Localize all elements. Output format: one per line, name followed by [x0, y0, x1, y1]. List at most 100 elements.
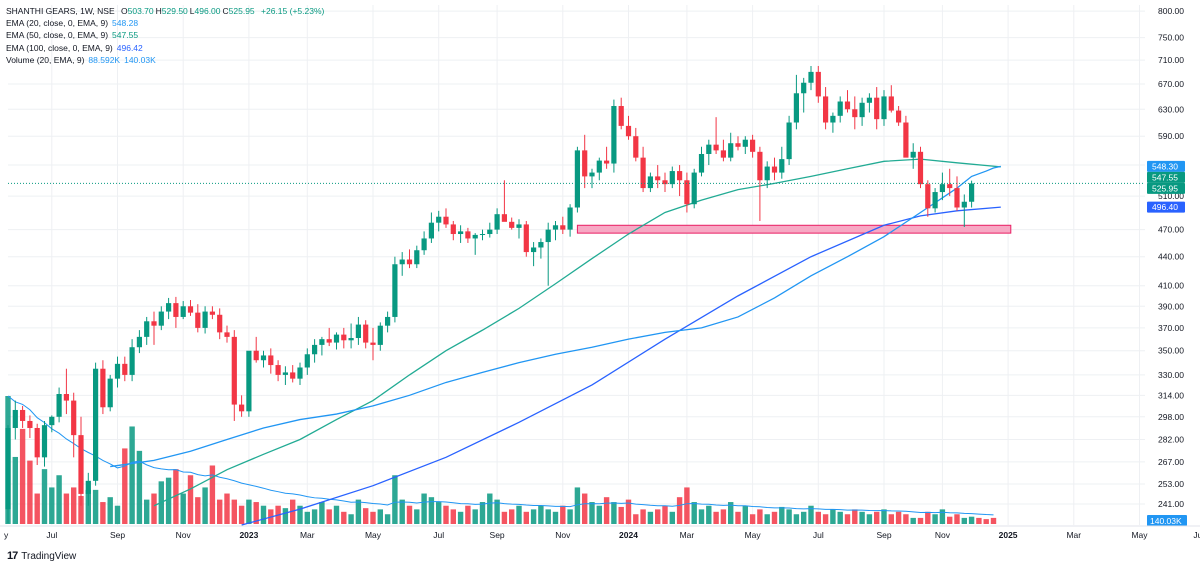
candle-body: [655, 176, 661, 181]
time-tick-label: Sep: [110, 530, 125, 540]
candle-body: [713, 144, 719, 151]
candle: [647, 172, 653, 193]
legend-symbol-row[interactable]: SHANTHI GEARS, 1W, NSE O503.70 H529.50 L49…: [6, 5, 324, 17]
candle-body: [479, 234, 486, 236]
volume-bar: [436, 502, 442, 524]
candle-body: [428, 222, 434, 239]
candle: [640, 146, 646, 193]
price-label-price[interactable]: [1147, 182, 1185, 194]
price-axis[interactable]: 800.00750.00710.00670.00630.00590.00550.…: [1145, 0, 1200, 540]
volume-bar: [844, 514, 851, 524]
candle-body: [625, 125, 632, 137]
indicator-row[interactable]: EMA (100, close, 0, EMA, 9) 496.42: [6, 42, 324, 54]
volume-bar: [903, 514, 909, 524]
price-tick-label: 710.00: [1158, 55, 1184, 65]
volume-bar: [925, 511, 931, 524]
candle: [421, 231, 427, 255]
candle-body: [27, 420, 33, 428]
candle-body: [852, 109, 858, 118]
candle: [202, 306, 208, 334]
candle: [180, 301, 186, 320]
price-tick-label: 370.00: [1158, 323, 1184, 333]
candle: [406, 249, 413, 269]
time-tick-label: Mar: [680, 530, 695, 540]
candle: [333, 332, 340, 350]
candle-body: [698, 153, 705, 173]
candle-body: [742, 139, 748, 147]
candle: [691, 168, 697, 209]
candle: [742, 136, 748, 154]
time-axis[interactable]: y Jul Sep Nov 2023 Mar May Jul Sep Nov 2024 Mar May J…: [0, 525, 1200, 540]
volume-bar: [779, 506, 785, 524]
price-label-text: 548.30: [1152, 161, 1178, 171]
candle: [27, 415, 33, 439]
candle: [436, 210, 442, 232]
candle: [370, 327, 376, 361]
candle-body: [779, 159, 785, 173]
candle-body: [114, 363, 121, 379]
volume-bar: [151, 493, 157, 524]
candle: [874, 87, 880, 130]
indicator-row[interactable]: EMA (50, close, 0, EMA, 9) 547.55: [6, 29, 324, 41]
candle: [618, 97, 624, 130]
support-zone-box[interactable]: [576, 224, 1012, 234]
tradingview-logo[interactable]: 17 TradingView: [7, 550, 76, 562]
candle: [450, 220, 456, 241]
candle-body: [801, 82, 807, 94]
candle: [100, 360, 106, 415]
candle: [961, 194, 967, 228]
candle-body: [392, 264, 398, 317]
candle-body: [589, 172, 595, 177]
volume-bar: [611, 502, 617, 524]
volume-ema-label[interactable]: [1147, 515, 1187, 526]
ohlc-o: O503.70: [121, 6, 154, 16]
volume-bar: [443, 505, 449, 524]
volume-bar: [538, 505, 544, 524]
volume-bar: [78, 495, 84, 524]
candle-body: [720, 150, 726, 158]
indicator-row[interactable]: Volume (20, EMA, 9) 88.592K 140.03K: [6, 54, 324, 66]
candle-body: [49, 416, 55, 426]
candle: [487, 222, 493, 238]
price-label-ema100[interactable]: [1147, 201, 1185, 213]
candle: [516, 219, 522, 239]
volume-bar: [676, 497, 683, 524]
candle-body: [735, 143, 741, 147]
candle: [611, 99, 617, 173]
volume-bar: [895, 511, 902, 524]
candle: [509, 217, 515, 230]
volume-bar: [326, 509, 332, 524]
volume-bar: [830, 509, 836, 524]
candle: [49, 415, 55, 433]
candle: [348, 323, 354, 349]
candle-body: [815, 71, 821, 97]
candle: [684, 172, 690, 213]
candle-body: [173, 303, 179, 317]
price-tick-label: 510.00: [1158, 191, 1184, 201]
candle: [698, 146, 705, 177]
price-tick-label: 750.00: [1158, 33, 1184, 43]
candle: [801, 77, 807, 113]
volume-bar: [735, 511, 741, 524]
indicator-value: 548.28: [112, 18, 139, 29]
tradingview-brand: TradingView: [21, 550, 77, 562]
candle: [20, 405, 26, 428]
candle: [158, 306, 164, 331]
indicator-row[interactable]: EMA (20, close, 0, EMA, 9) 548.28: [6, 17, 324, 29]
candle: [355, 316, 361, 345]
volume-bar: [71, 487, 77, 524]
volume-bar: [793, 514, 800, 524]
candle: [501, 180, 507, 222]
price-tick-label: 350.00: [1158, 346, 1184, 356]
volume-bar: [596, 505, 602, 524]
candle-body: [246, 350, 252, 412]
price-label-ema50[interactable]: [1147, 171, 1185, 183]
candle-body: [684, 180, 690, 205]
volume-bar: [917, 517, 924, 524]
volume-bar: [881, 509, 887, 524]
price-label-ema20[interactable]: [1147, 160, 1185, 172]
volume-bar: [822, 514, 829, 524]
ema100-line: [241, 206, 1001, 526]
